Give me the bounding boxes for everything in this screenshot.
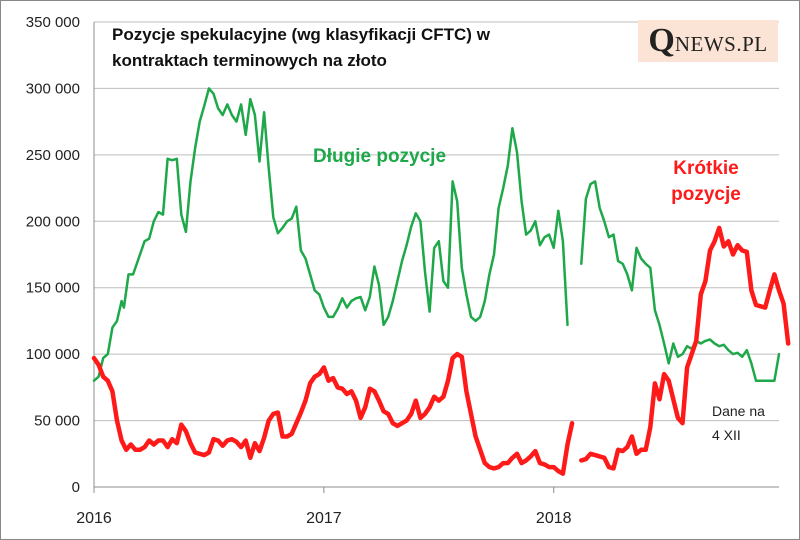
qnews-logo: Q NEWS.PL	[638, 20, 778, 62]
long-series-line-segment-1	[92, 87, 569, 382]
short-series-line-segment-1	[91, 351, 575, 476]
y-tick-label: 100 000	[26, 346, 80, 363]
y-tick-label: 50 000	[34, 413, 80, 430]
y-axis-ticks: 0 50 000 100 000 150 000 200 000 250 000 300 0…	[26, 14, 80, 496]
x-axis-ticks: 2016 2017 2018	[76, 487, 572, 527]
y-tick-label: 300 000	[26, 80, 80, 97]
y-tick-label: 0	[72, 479, 80, 496]
short-positions-label-line-1: Krótkie	[673, 158, 738, 179]
short-positions-label-line-2: pozycje	[671, 184, 741, 205]
data-date-note-line-2: 4 XII	[712, 427, 741, 443]
axes	[93, 22, 779, 488]
x-tick-label: 2017	[306, 510, 342, 527]
series-lines	[91, 87, 791, 476]
x-tick-label: 2018	[536, 510, 572, 527]
y-tick-label: 250 000	[26, 147, 80, 164]
grid-lines	[94, 21, 779, 422]
chart-title-line-1: Pozycje spekulacyjne (wg klasyfikacji CF…	[112, 25, 491, 44]
long-series-line-segment-2	[580, 180, 781, 382]
data-date-note-line-1: Dane na	[712, 403, 765, 419]
long-positions-label: Długie pozycje	[313, 146, 446, 167]
logo-rest: NEWS.PL	[674, 31, 768, 56]
y-tick-label: 200 000	[26, 213, 80, 230]
short-series-line-segment-2	[579, 225, 791, 471]
logo-q: Q	[648, 22, 675, 59]
y-tick-label: 350 000	[26, 14, 80, 31]
y-tick-label: 150 000	[26, 280, 80, 297]
x-tick-label: 2016	[76, 510, 112, 527]
chart-title-line-2: kontraktach terminowych na złoto	[112, 51, 387, 70]
